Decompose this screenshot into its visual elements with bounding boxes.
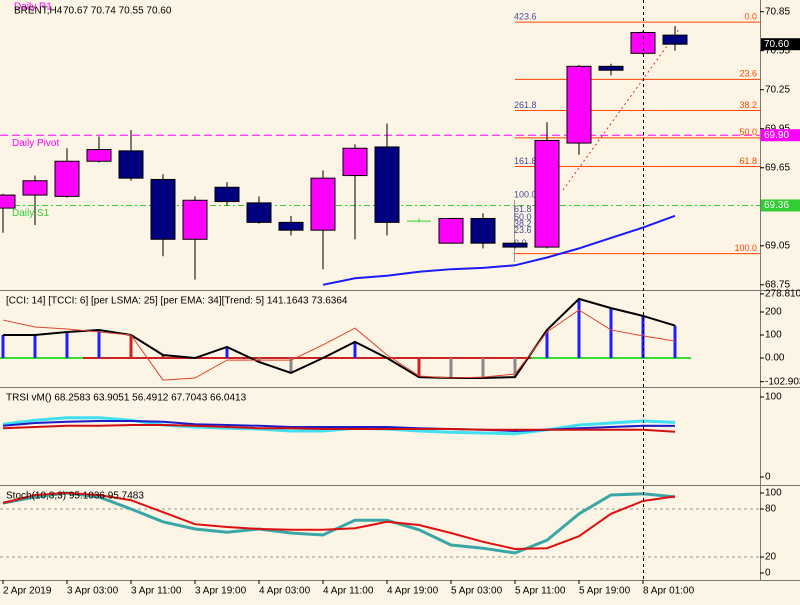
fib-ext-label: 50.0 (514, 212, 532, 222)
y-tick-label: -102.903 (765, 376, 800, 387)
x-tick-label: 3 Apr 03:00 (67, 586, 119, 597)
fib-ext-label: 23.6 (514, 225, 532, 235)
x-tick-label: 5 Apr 11:00 (515, 586, 566, 597)
candle-body (438, 217, 464, 244)
candle-body (214, 186, 240, 203)
fib-ext-label: 100.0 (514, 190, 537, 200)
fib-label: 61.8 (739, 156, 757, 166)
y-tick-label: 100 (765, 330, 782, 341)
panel-title: [CCI: 14] [TCCI: 6] [per LSMA: 25] [per … (6, 296, 348, 307)
panel-title: BRENT,H4 (14, 6, 63, 17)
y-tick-label: 100 (765, 488, 782, 499)
fib-ext-label: 38.2 (514, 218, 532, 228)
y-tick-label: 68.75 (765, 279, 790, 290)
moving-average (322, 214, 676, 286)
indicator-line (2, 491, 676, 551)
y-tick-label: 0 (765, 472, 771, 483)
x-tick-label: 4 Apr 03:00 (259, 586, 311, 597)
x-tick-label: 4 Apr 19:00 (387, 586, 439, 597)
pivot-label: Daily Pivot (12, 138, 59, 149)
indicator-line (2, 424, 676, 433)
candle-body (566, 65, 592, 144)
x-tick-label: 5 Apr 19:00 (579, 586, 631, 597)
pivot-price-box (761, 129, 800, 142)
y-tick-label: 20 (765, 552, 777, 563)
fib-label: 100.0 (734, 243, 757, 253)
y-tick-label: 278.8109 (765, 289, 800, 300)
panel-title: TRSI vM() 68.2583 63.9051 56.4912 67.704… (6, 393, 247, 404)
y-tick-label: 100 (765, 392, 782, 403)
y-tick-label: 70.25 (765, 84, 790, 95)
indicator-line (3, 297, 676, 380)
fib-ext-label: 423.6 (514, 11, 537, 21)
pivot-label: Daily S1 (12, 208, 50, 219)
x-tick-label: 3 Apr 11:00 (131, 586, 182, 597)
candle-body (22, 180, 48, 196)
fib-label: 50.0 (739, 127, 757, 137)
y-tick-label: 70.85 (765, 6, 790, 17)
candle-body (598, 65, 624, 71)
y-tick-label: 0.00 (765, 353, 785, 364)
fib-label: 0.0 (744, 11, 757, 21)
x-tick-label: 5 Apr 03:00 (451, 586, 503, 597)
candle-body (278, 221, 304, 231)
trend-line (562, 27, 681, 191)
y-tick-label: 80 (765, 504, 777, 515)
pivot-price-label: 69.90 (764, 130, 789, 141)
candle-body (374, 146, 400, 223)
candle-body (86, 149, 112, 162)
candle-body (150, 178, 176, 240)
panel-title: Stoch(10,3,3) 95.1036 95.7483 (6, 491, 144, 502)
fib-ext-label: 161.8 (514, 156, 537, 166)
candle-body (0, 194, 16, 209)
fib-label: 38.2 (739, 100, 757, 110)
candle-body (342, 147, 368, 177)
y-tick-label: 70.55 (765, 45, 790, 56)
y-tick-label: 69.65 (765, 162, 790, 173)
candle-body (54, 160, 80, 197)
fib-ext-label: 61.8 (514, 204, 532, 214)
candle-body (118, 150, 144, 179)
x-tick-label: 3 Apr 19:00 (195, 586, 247, 597)
indicator-line (2, 491, 676, 555)
last-price-label: 70.60 (764, 39, 789, 50)
candle-body (470, 217, 496, 244)
ohlc-text: 70.67 70.74 70.55 70.60 (63, 6, 172, 17)
candle-body (534, 139, 560, 248)
fib-label: 23.6 (739, 69, 757, 79)
fib-ext-label: 261.8 (514, 100, 537, 110)
pivot-price-box (761, 199, 800, 212)
pivot-price-label: 69.36 (764, 200, 789, 211)
r1-label: Daily R1 (14, 2, 52, 13)
y-tick-label: 200 (765, 307, 782, 318)
candle-body (662, 34, 688, 45)
x-tick-label: 2 Apr 2019 (3, 586, 52, 597)
candle-body (502, 242, 528, 248)
x-tick-label: 8 Apr 01:00 (643, 586, 695, 597)
candle-body (246, 202, 272, 223)
y-tick-label: 69.95 (765, 123, 790, 134)
x-tick-label: 4 Apr 11:00 (323, 586, 374, 597)
candle-body (310, 177, 336, 231)
y-tick-label: 0 (765, 568, 771, 579)
candle-body (182, 199, 208, 240)
indicator-line (2, 309, 676, 381)
last-price-box (761, 38, 800, 51)
y-tick-label: 69.05 (765, 240, 790, 251)
